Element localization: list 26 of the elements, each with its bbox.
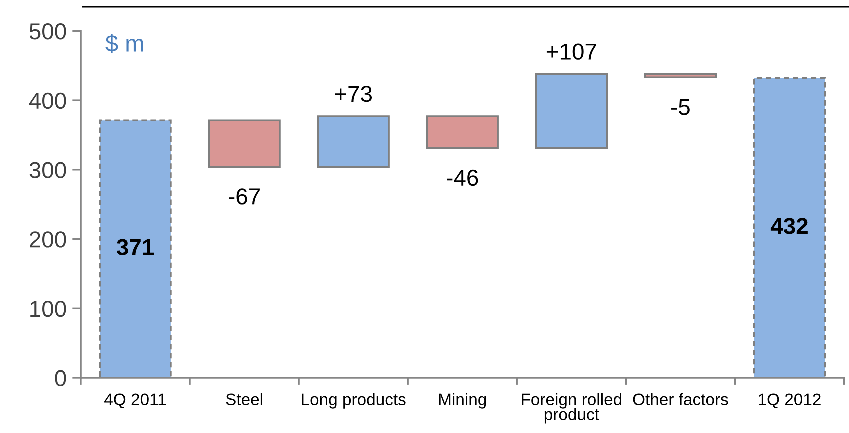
bar bbox=[644, 73, 718, 79]
bar bbox=[426, 116, 499, 150]
x-tick-label: Long products bbox=[302, 393, 406, 409]
x-tick-label: Foreign rolled product bbox=[522, 393, 622, 424]
bar bbox=[535, 73, 608, 150]
x-tick-label: Mining bbox=[439, 393, 486, 409]
data-label: -67 bbox=[229, 188, 260, 205]
data-label: +73 bbox=[335, 86, 372, 102]
y-tick-label: 200 bbox=[30, 232, 66, 248]
data-label: -5 bbox=[672, 99, 690, 116]
x-tick-label: 1Q 2012 bbox=[759, 394, 821, 409]
y-tick-label: 100 bbox=[30, 300, 66, 318]
data-label: +107 bbox=[546, 44, 596, 60]
y-tick-label: 300 bbox=[30, 162, 66, 178]
bar bbox=[208, 120, 281, 168]
x-tick-label: 4Q 2011 bbox=[104, 394, 166, 409]
bar bbox=[317, 116, 390, 168]
data-label: -46 bbox=[447, 170, 478, 186]
y-tick-label: 500 bbox=[30, 23, 66, 40]
x-tick-label: Steel bbox=[226, 393, 262, 406]
y-tick-label: 400 bbox=[29, 92, 66, 110]
y-axis-title: $ m bbox=[106, 34, 144, 54]
data-label: 432 bbox=[770, 218, 808, 234]
x-tick-label: Other factors bbox=[633, 393, 728, 406]
y-tick-label: 0 bbox=[55, 370, 66, 387]
data-label: 371 bbox=[116, 239, 154, 256]
